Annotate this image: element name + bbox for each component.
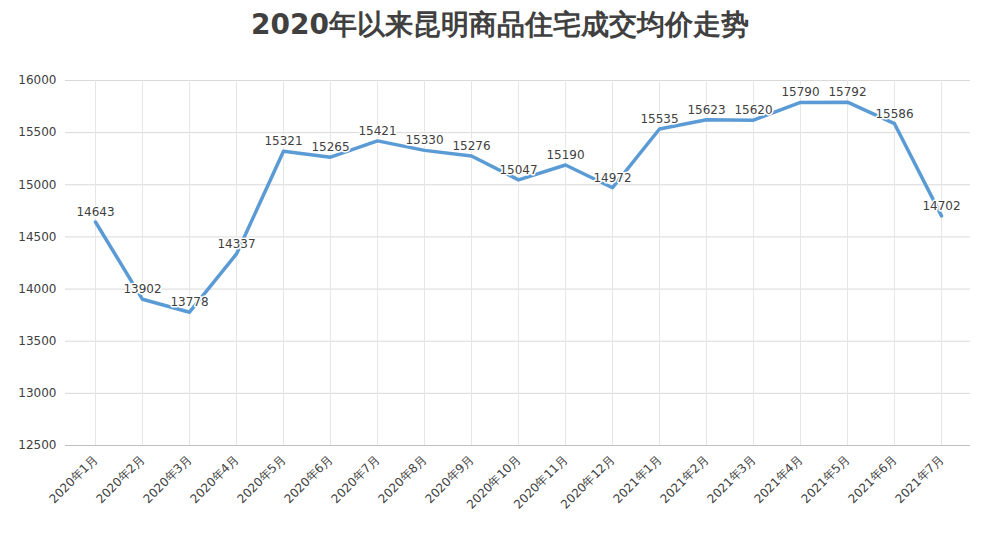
svg-text:15421: 15421 [358, 124, 396, 138]
svg-text:15623: 15623 [687, 103, 725, 117]
svg-text:14337: 14337 [217, 237, 255, 251]
svg-text:2020年8月: 2020年8月 [375, 452, 429, 506]
svg-text:15047: 15047 [499, 163, 537, 177]
svg-text:2020年3月: 2020年3月 [140, 452, 194, 506]
svg-text:14000: 14000 [18, 282, 56, 296]
svg-text:2020年4月: 2020年4月 [187, 452, 241, 506]
svg-text:15000: 15000 [18, 178, 56, 192]
svg-text:14702: 14702 [922, 199, 960, 213]
svg-text:14500: 14500 [18, 230, 56, 244]
svg-text:15500: 15500 [18, 125, 56, 139]
svg-text:15330: 15330 [405, 133, 443, 147]
svg-text:15586: 15586 [875, 107, 913, 121]
svg-text:2020年1月: 2020年1月 [46, 452, 100, 506]
svg-text:14972: 14972 [593, 171, 631, 185]
svg-text:15321: 15321 [264, 134, 302, 148]
svg-text:13778: 13778 [170, 295, 208, 309]
svg-text:2020年11月: 2020年11月 [511, 452, 571, 512]
svg-text:2021年7月: 2021年7月 [892, 452, 946, 506]
svg-text:2020年2月: 2020年2月 [93, 452, 147, 506]
svg-text:2021年5月: 2021年5月 [798, 452, 852, 506]
svg-text:2021年1月: 2021年1月 [610, 452, 664, 506]
svg-text:2020年6月: 2020年6月 [281, 452, 335, 506]
svg-text:2021年2月: 2021年2月 [657, 452, 711, 506]
svg-text:2021年4月: 2021年4月 [751, 452, 805, 506]
svg-text:12500: 12500 [18, 438, 56, 452]
svg-text:15276: 15276 [452, 139, 490, 153]
svg-text:2020年5月: 2020年5月 [234, 452, 288, 506]
svg-text:2021年3月: 2021年3月 [704, 452, 758, 506]
svg-text:15535: 15535 [640, 112, 678, 126]
svg-text:2020年12月: 2020年12月 [558, 452, 617, 511]
svg-text:13902: 13902 [123, 282, 161, 296]
svg-text:2021年6月: 2021年6月 [845, 452, 899, 506]
svg-text:2020年9月: 2020年9月 [422, 452, 477, 507]
svg-text:16000: 16000 [18, 73, 56, 87]
svg-text:15792: 15792 [828, 85, 866, 99]
svg-text:14643: 14643 [76, 205, 114, 219]
svg-text:13000: 13000 [18, 386, 56, 400]
svg-text:13500: 13500 [18, 334, 56, 348]
svg-text:15620: 15620 [734, 103, 772, 117]
svg-text:15265: 15265 [311, 140, 349, 154]
html-text:2020年以来昆明商品住宅成交均价走势: 2020年以来昆明商品住宅成交均价走势 [251, 8, 749, 41]
svg-text:15190: 15190 [546, 148, 584, 162]
svg-text:2020年7月: 2020年7月 [328, 452, 382, 506]
svg-text:15790: 15790 [781, 85, 819, 99]
svg-text:2020年10月: 2020年10月 [464, 452, 524, 512]
